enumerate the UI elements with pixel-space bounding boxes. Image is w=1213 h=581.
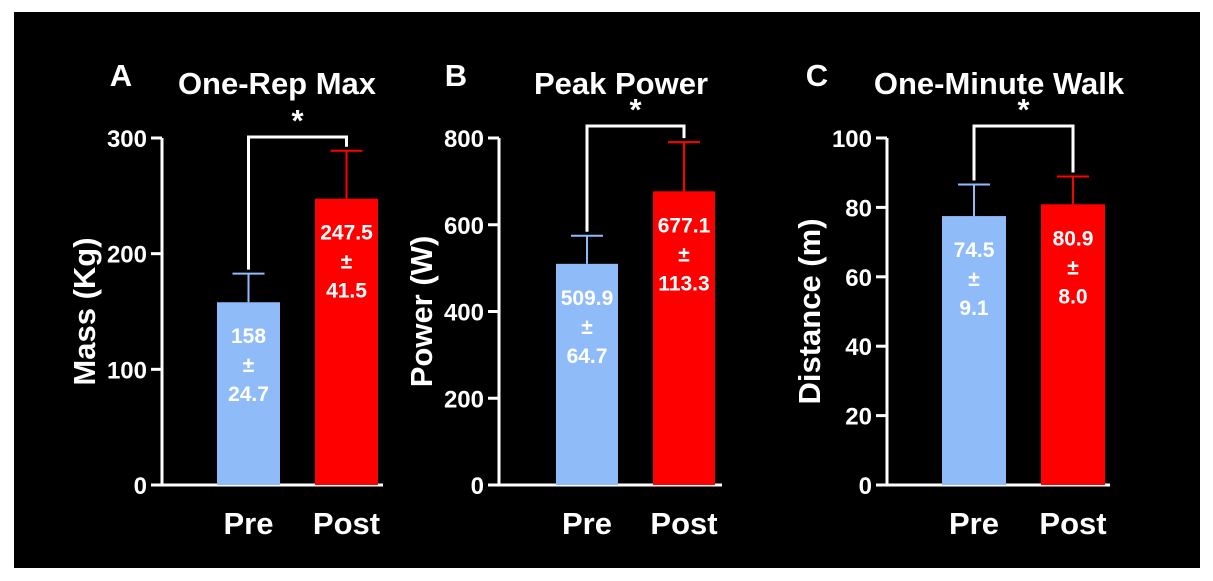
y-tick-label: 200 <box>444 386 484 413</box>
chart-title: One-Rep Max <box>178 66 377 101</box>
bar-label-post: ± <box>1067 256 1079 279</box>
y-tick-label: 0 <box>859 473 872 500</box>
chart-title: Peak Power <box>534 66 708 101</box>
y-tick-label: 600 <box>444 213 484 240</box>
bar-label-pre: ± <box>581 316 593 339</box>
y-axis-label: Power (W) <box>404 236 439 388</box>
bar-label-pre: 74.5 <box>954 239 995 262</box>
bar-label-post: 80.9 <box>1053 227 1094 250</box>
bar-label-pre: 64.7 <box>567 345 608 368</box>
y-tick-label: 0 <box>471 473 484 500</box>
bar-label-pre: 509.9 <box>561 287 614 310</box>
bar-label-pre: ± <box>243 354 255 377</box>
y-tick-label: 300 <box>107 126 147 153</box>
y-tick-label: 60 <box>845 265 872 292</box>
significance-marker: * <box>629 92 642 127</box>
y-axis-label: Distance (m) <box>792 218 827 404</box>
bar-label-post: ± <box>341 251 353 274</box>
panel-letter: C <box>806 58 828 93</box>
bar-label-post: 113.3 <box>658 272 709 295</box>
significance-marker: * <box>291 103 304 138</box>
bar-label-pre: 9.1 <box>959 297 989 320</box>
y-tick-label: 40 <box>845 334 872 361</box>
panel-letter: B <box>445 58 467 93</box>
bar-label-post: 8.0 <box>1058 285 1087 308</box>
x-tick-label-pre: Pre <box>562 506 612 541</box>
y-tick-label: 80 <box>845 195 872 222</box>
x-tick-label-post: Post <box>650 506 717 541</box>
y-axis-label: Mass (Kg) <box>67 237 102 385</box>
bar-label-pre: 158 <box>231 325 266 348</box>
significance-bracket <box>974 126 1073 180</box>
y-tick-label: 100 <box>107 357 147 384</box>
y-tick-label: 20 <box>845 404 872 431</box>
chart-title: One-Minute Walk <box>874 66 1125 101</box>
x-tick-label-post: Post <box>1039 506 1106 541</box>
bar-label-post: 677.1 <box>658 214 711 237</box>
y-tick-label: 200 <box>107 242 147 269</box>
y-tick-label: 0 <box>134 473 147 500</box>
x-tick-label-pre: Pre <box>224 506 274 541</box>
bar-label-post: ± <box>678 243 690 266</box>
y-tick-label: 100 <box>832 126 872 153</box>
x-tick-label-pre: Pre <box>949 506 999 541</box>
panel-c: C One-Minute Walk 0 20 40 60 80 100 Distance (m)… <box>792 58 1125 541</box>
significance-marker: * <box>1017 92 1030 127</box>
bar-label-post: 41.5 <box>326 280 367 303</box>
panel-a: A One-Rep Max 0 100 200 300 Mass (Kg) 158 ±24.7 P… <box>67 58 383 541</box>
y-tick-label: 400 <box>444 300 484 327</box>
panel-letter: A <box>110 58 132 93</box>
bar-label-pre: 24.7 <box>228 383 269 406</box>
bar-label-post: 247.5 <box>320 222 373 245</box>
bar-label-pre: ± <box>968 268 980 291</box>
y-tick-label: 800 <box>444 126 484 153</box>
x-tick-label-post: Post <box>313 506 380 541</box>
panel-b: B Peak Power 0 200 400 600 800 Power (W) 509.9 ±6… <box>404 58 722 541</box>
figure: A One-Rep Max 0 100 200 300 Mass (Kg) 158 ±24.7 P… <box>14 12 1200 568</box>
